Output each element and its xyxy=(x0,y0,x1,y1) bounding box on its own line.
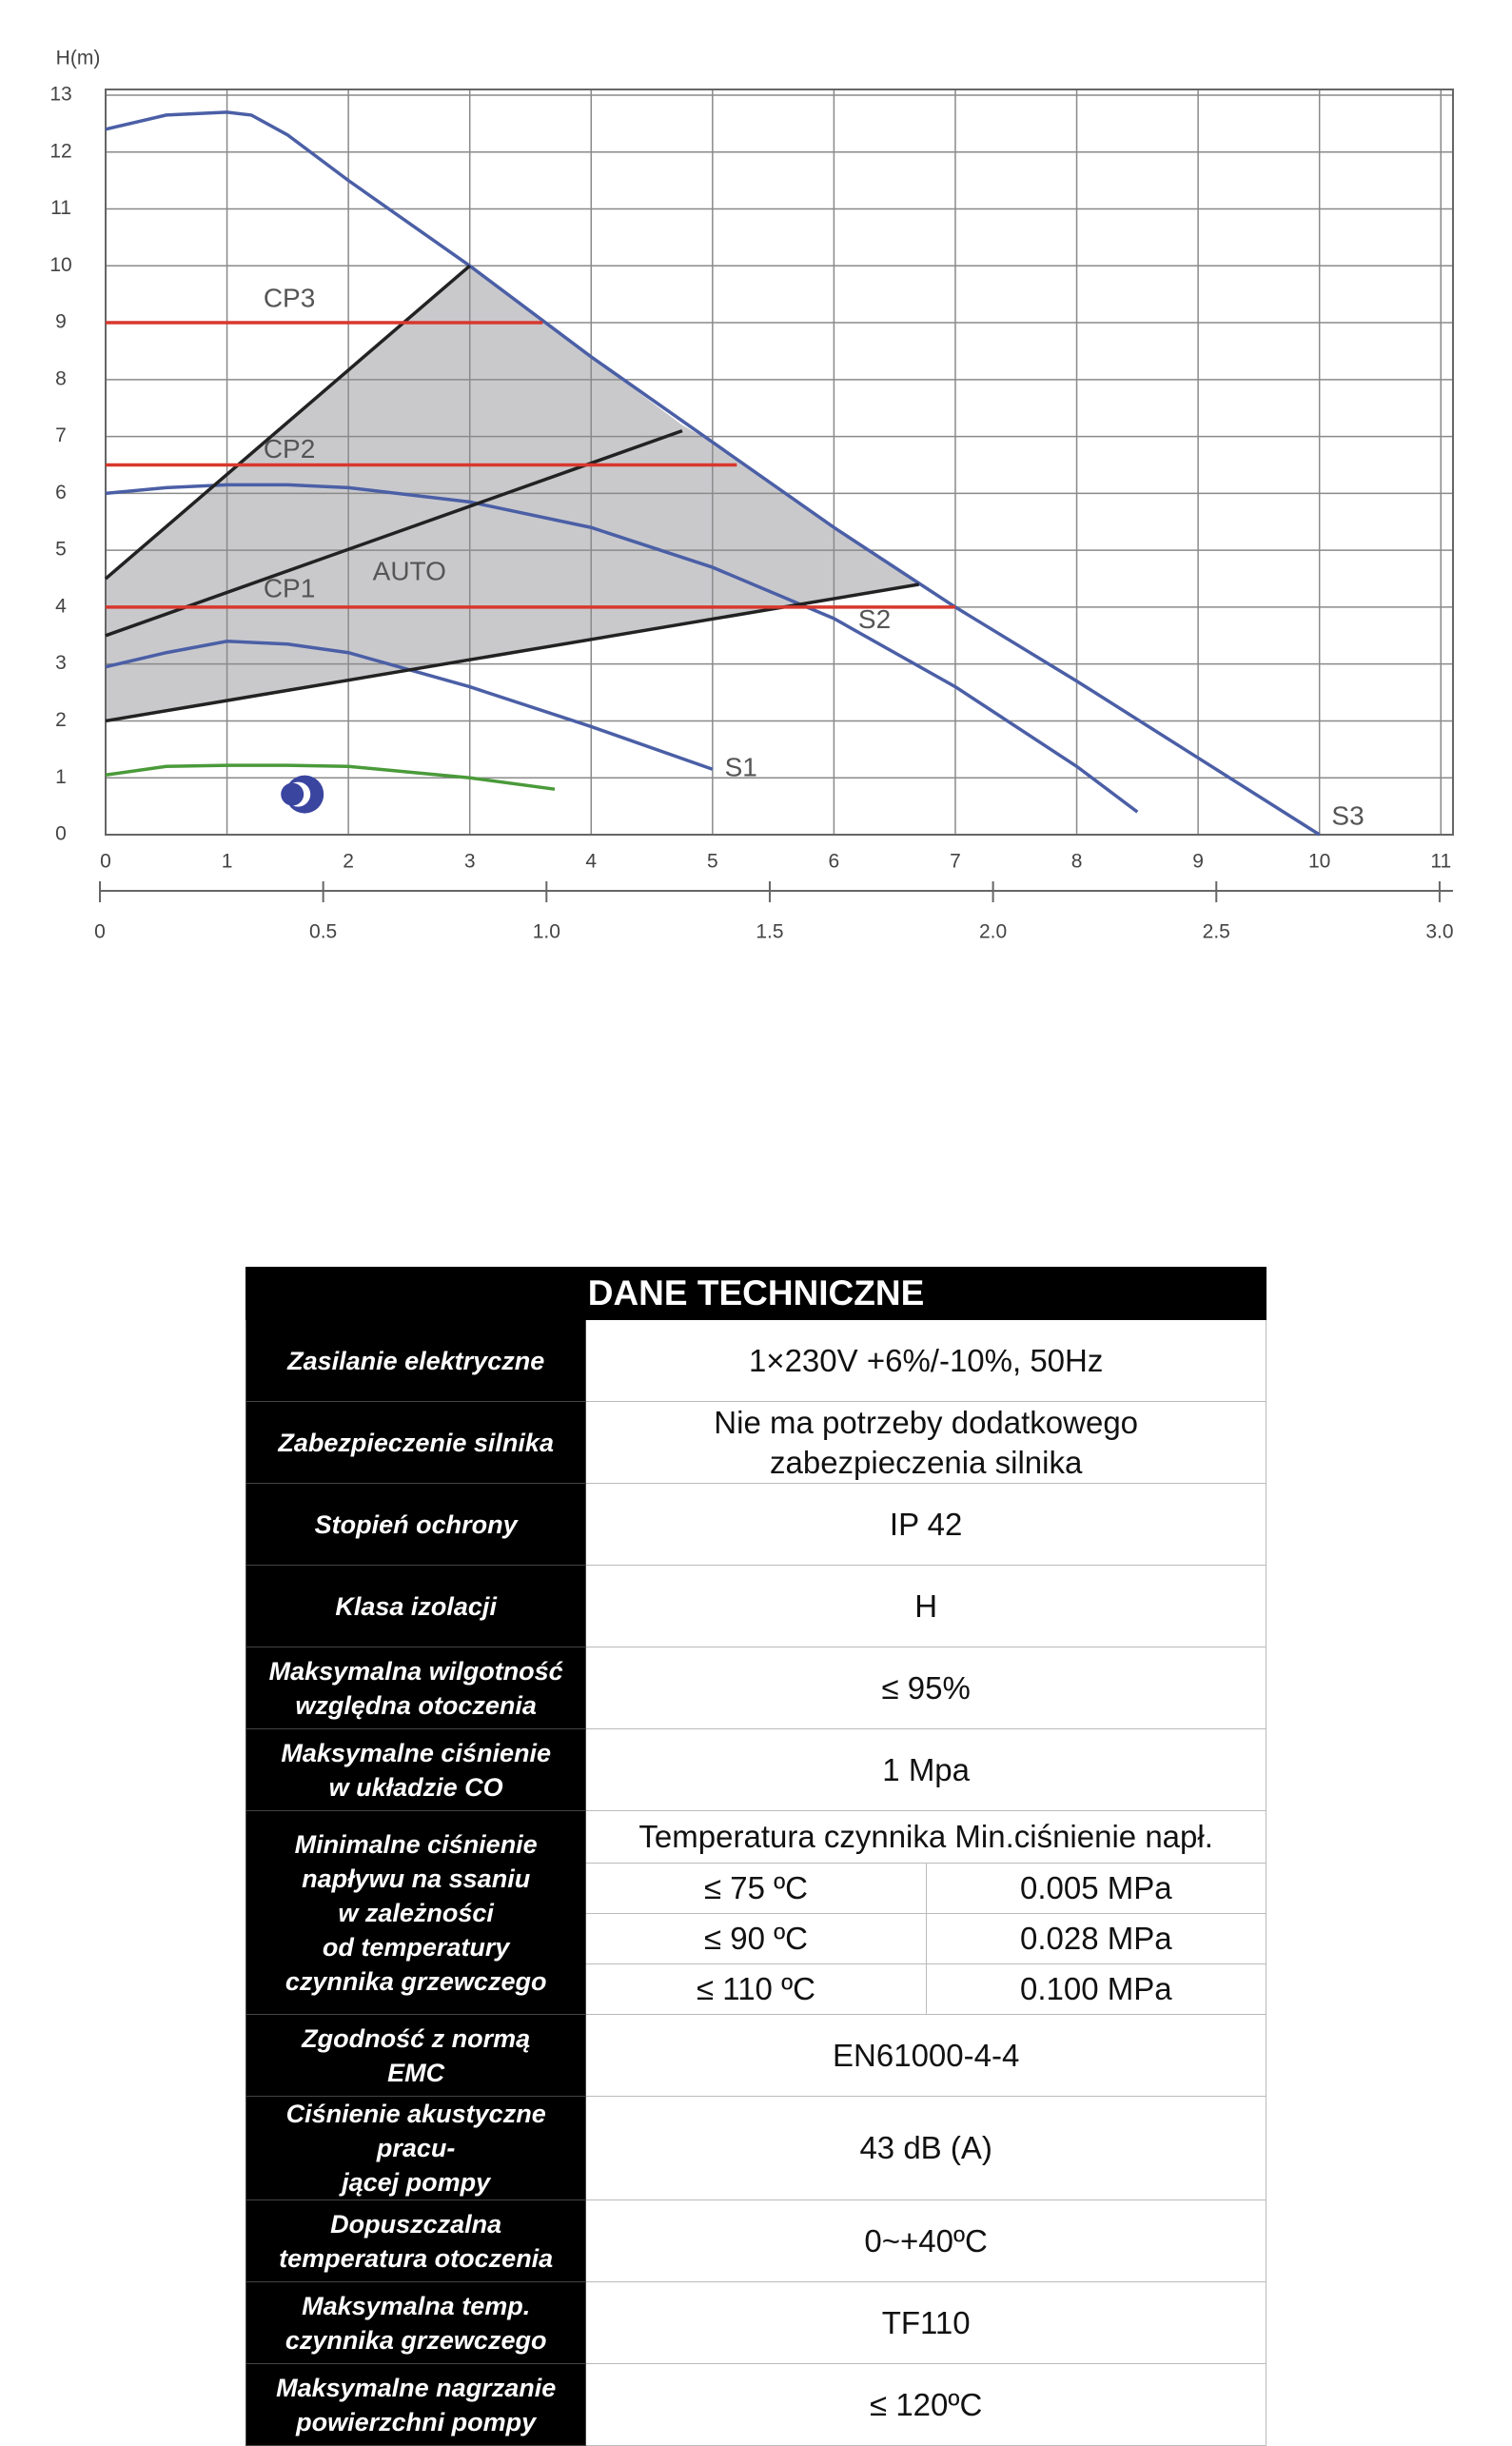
row-label: Maksymalna temp. czynnika grzewczego xyxy=(245,2281,587,2364)
x2-tick-label: 2.0 xyxy=(979,921,1007,943)
row-label: Minimalne ciśnienie napływu na ssaniu w … xyxy=(245,1810,587,2015)
x-tick-label: 8 xyxy=(1071,851,1083,873)
row-value: 1 Mpa xyxy=(585,1728,1267,1811)
series-label: CP1 xyxy=(264,573,315,602)
y-tick-label: 1 xyxy=(55,766,67,788)
series-label: CP3 xyxy=(264,284,315,313)
series-label: S2 xyxy=(858,604,891,634)
y-axis-label: H(m) xyxy=(56,48,101,69)
sub-row: ≤ 110 ºC 0.100 MPa xyxy=(246,1963,1267,2015)
series-label: S3 xyxy=(1331,800,1364,830)
table-row: Klasa izolacji H xyxy=(245,1565,1267,1647)
sub-cell: ≤ 110 ºC xyxy=(585,1963,927,2015)
row-value: ≤ 120ºC xyxy=(585,2363,1267,2446)
series-line xyxy=(104,264,471,581)
row-value: TF110 xyxy=(585,2281,1267,2364)
annotation: AUTO xyxy=(373,556,446,585)
sub-cell: 0.028 MPa xyxy=(925,1913,1267,1964)
y-tick-label: 0 xyxy=(55,823,67,845)
x2-tick-label: 0.5 xyxy=(309,921,337,943)
table-row: Stopień ochrony IP 42 xyxy=(245,1483,1267,1566)
y-tick-label: 8 xyxy=(55,367,67,389)
x-tick-label: 7 xyxy=(950,851,961,873)
table-row: Dopuszczalna temperatura otoczenia 0~+40º… xyxy=(245,2199,1267,2282)
row-label: Ciśnienie akustyczne pracu- jącej pompy xyxy=(245,2096,587,2200)
x-tick-label: 4 xyxy=(585,851,597,873)
x-tick-label: 5 xyxy=(707,851,718,873)
table-row: Zabezpieczenie silnika Nie ma potrzeby do… xyxy=(245,1401,1267,1484)
series-label: CP2 xyxy=(264,434,315,464)
x2-tick-label: 1.0 xyxy=(533,921,560,943)
sub-cell: 0.100 MPa xyxy=(925,1963,1267,2015)
row-label: Zgodność z normą EMC xyxy=(245,2014,587,2097)
sub-cell: 0.005 MPa xyxy=(925,1863,1267,1914)
row-value: 1×230V +6%/-10%, 50Hz xyxy=(585,1319,1267,1402)
x2-tick-label: 1.5 xyxy=(756,921,783,943)
table-row: Ciśnienie akustyczne pracu- jącej pompy 4… xyxy=(245,2096,1267,2200)
x-tick-label: 11 xyxy=(1430,851,1451,873)
y-tick-label: 6 xyxy=(55,482,67,503)
table-row: Zasilanie elektryczne 1×230V +6%/-10%, 50… xyxy=(245,1319,1267,1402)
x2-tick-label: 2.5 xyxy=(1203,921,1230,943)
table-row: Maksymalne ciśnienie w układzie CO 1 Mpa xyxy=(245,1728,1267,1811)
table-row: Maksymalna wilgotność względna otoczenia… xyxy=(245,1647,1267,1729)
sub-header: Temperatura czynnika Min.ciśnienie napł. xyxy=(585,1810,1267,1864)
table-row: Maksymalna temp. czynnika grzewczego TF11… xyxy=(245,2281,1267,2364)
row-value: 0~+40ºC xyxy=(585,2199,1267,2282)
row-value: EN61000-4-4 xyxy=(585,2014,1267,2097)
y-tick-label: 10 xyxy=(49,254,71,276)
sub-row: ≤ 90 ºC 0.028 MPa xyxy=(246,1913,1267,1964)
x-tick-label: 3 xyxy=(464,851,476,873)
row-label: Zabezpieczenie silnika xyxy=(245,1401,587,1484)
table-title: DANE TECHNICZNE xyxy=(245,1267,1267,1320)
x-tick-label: 0 xyxy=(100,851,111,873)
row-label: Klasa izolacji xyxy=(245,1565,587,1647)
series-label: S1 xyxy=(725,753,757,782)
plot-frame xyxy=(105,89,1454,836)
table-row: Zgodność z normą EMC EN61000-4-4 xyxy=(245,2014,1267,2097)
y-tick-label: 5 xyxy=(55,539,67,561)
y-tick-label: 12 xyxy=(49,140,71,162)
y-tick-label: 9 xyxy=(55,311,67,333)
title-row: DANE TECHNICZNE xyxy=(245,1267,1267,1320)
row-label: Dopuszczalna temperatura otoczenia xyxy=(245,2199,587,2282)
row-value: ≤ 95% xyxy=(585,1647,1267,1729)
x-tick-label: 9 xyxy=(1192,851,1204,873)
row-value: IP 42 xyxy=(585,1483,1267,1566)
row-label: Maksymalne ciśnienie w układzie CO xyxy=(245,1728,587,1811)
y-tick-label: 11 xyxy=(50,197,71,219)
series-line xyxy=(105,110,1321,837)
y-tick-label: 13 xyxy=(49,84,71,106)
row-value: Nie ma potrzeby dodatkowego zabezpieczen… xyxy=(585,1401,1267,1484)
row-label: Maksymalne nagrzanie powierzchni pompy xyxy=(245,2363,587,2446)
y-tick-label: 3 xyxy=(55,652,67,674)
y-tick-label: 4 xyxy=(55,595,67,617)
row-label: Zasilanie elektryczne xyxy=(245,1319,587,1402)
x-tick-label: 1 xyxy=(222,851,233,873)
x-tick-label: 10 xyxy=(1308,851,1330,873)
series-line xyxy=(105,640,714,771)
series-line xyxy=(105,763,556,791)
series-line xyxy=(105,483,1139,814)
x-tick-label: 6 xyxy=(829,851,840,873)
night-icon-cut2 xyxy=(281,782,304,806)
row-label: Maksymalna wilgotność względna otoczenia xyxy=(245,1647,587,1729)
spec-table: DANE TECHNICZNE Zasilanie elektryczne 1×23… xyxy=(245,1267,1267,2446)
x2-tick-label: 3.0 xyxy=(1425,921,1453,943)
table-row: Maksymalne nagrzanie powierzchni pompy ≤ … xyxy=(245,2363,1267,2446)
y-tick-label: 7 xyxy=(55,424,67,446)
x-tick-label: 2 xyxy=(343,851,354,873)
sub-cell: ≤ 90 ºC xyxy=(585,1913,927,1964)
y-tick-label: 2 xyxy=(55,709,67,731)
row-value: H xyxy=(585,1565,1267,1647)
row-label: Stopień ochrony xyxy=(245,1483,587,1566)
sub-cell: ≤ 75 ºC xyxy=(585,1863,927,1914)
x2-tick-label: 0 xyxy=(94,921,106,943)
row-value: 43 dB (A) xyxy=(585,2096,1267,2200)
table-row: Minimalne ciśnienie napływu na ssaniu w … xyxy=(245,1810,1267,2015)
